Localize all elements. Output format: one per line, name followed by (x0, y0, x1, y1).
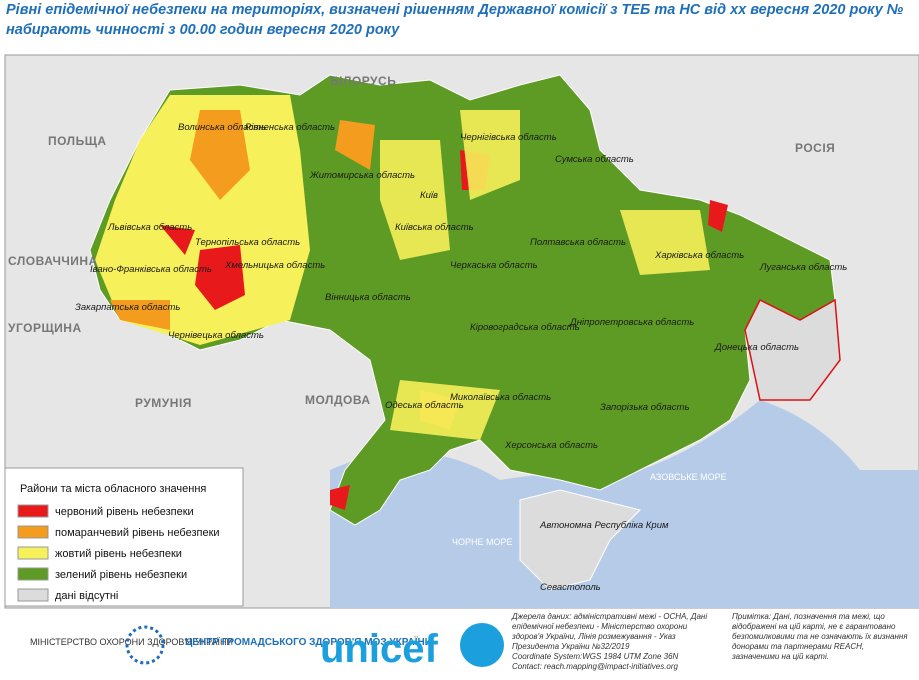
crimea (519, 489, 641, 591)
ministry: МІНІСТЕРСТВО ОХОРОНИ ЗДОРОВ'Я УКРАЇНИ (30, 637, 233, 647)
country-label: СЛОВАЧЧИНА (8, 254, 98, 268)
region-label: Луганська область (759, 262, 847, 273)
legend-label: зелений рівень небезпеки (55, 569, 187, 581)
region-label: Волинська область (178, 122, 266, 133)
legend-label: дані відсутні (55, 590, 118, 602)
region-label: Автономна Республіка Крим (539, 520, 669, 531)
sources: Джерела даних: адміністративні межі - OC… (512, 612, 712, 672)
region-label: Полтавська область (530, 237, 626, 248)
legend-swatch (17, 546, 49, 560)
legend-label: червоний рівень небезпеки (55, 506, 194, 518)
legend-title: Райони та міста обласного значення (20, 483, 206, 495)
region-label: Харківська область (654, 250, 744, 261)
legend-swatch (17, 588, 49, 602)
region-label: Миколаївська область (450, 392, 551, 403)
region-label: Дніпропетровська область (569, 317, 694, 328)
note: Примітка: Дані, позначення та межі, що в… (732, 612, 908, 661)
region-label: Київська область (395, 222, 474, 233)
region-label: Севастополь (540, 582, 601, 593)
occupied-area (744, 298, 841, 401)
region-label: Вінницька область (325, 292, 411, 303)
region-label: Чернігівська область (460, 132, 557, 143)
yellow-areas (380, 110, 710, 440)
region-label: Одеська область (385, 400, 464, 411)
legend-items: червоний рівень небезпеки помаранчевий рі… (17, 504, 220, 602)
sources-text: Джерела даних: адміністративні межі - OC… (512, 612, 708, 651)
country-label: БІЛОРУСЬ (330, 74, 396, 88)
region-label: Запорізька область (600, 402, 689, 413)
region-label: Закарпатська область (75, 302, 180, 313)
region-label: Івано-Франківська область (90, 264, 212, 275)
country-label: РУМУНІЯ (135, 396, 192, 410)
title: набирають чинності з 00.00 годин вересня… (6, 22, 400, 38)
legend-swatch (17, 525, 49, 539)
contact: Contact: reach.mapping@impact-initiative… (512, 662, 678, 671)
region-label: Рівненська область (245, 122, 335, 133)
legend-label: помаранчевий рівень небезпеки (55, 527, 220, 539)
region-label: Тернопільська область (195, 237, 300, 248)
region-label: Хмельницька область (224, 260, 325, 271)
unicef: unicef (320, 627, 438, 671)
center: ЦЕНТР ГРОМАДСЬКОГО ЗДОРОВ'Я МОЗ УКРАЇНИ (185, 635, 432, 648)
region-label: Житомирська область (309, 170, 415, 181)
west-yellow (95, 95, 310, 345)
country-label: РОСІЯ (795, 141, 835, 155)
legend-swatch (17, 567, 49, 581)
country-label: ПОЛЬЩА (48, 134, 107, 148)
region-label: Донецька область (714, 342, 799, 353)
center-logo (125, 625, 165, 665)
legend-label: жовтий рівень небезпеки (55, 548, 182, 560)
sea-label: АЗОВСЬКЕ МОРЕ (650, 472, 727, 482)
region-label: Львівська область (107, 222, 192, 233)
title: Рівні епідемічної небезпеки на територія… (6, 2, 904, 18)
coords: Coordinate System:WGS 1984 UTM Zone 36N (512, 652, 679, 661)
region-label: Київ (420, 190, 438, 201)
unicef-logo (460, 623, 504, 667)
sea-label: ЧОРНЕ МОРЕ (452, 537, 513, 547)
country-label: УГОРЩИНА (8, 321, 82, 335)
region-label: Чернівецька область (168, 330, 264, 341)
region-label: Сумська область (555, 154, 634, 165)
country-label: МОЛДОВА (305, 393, 371, 407)
region-label: Кіровоградська область (470, 322, 580, 333)
region-label: Херсонська область (504, 440, 598, 451)
region-label: Черкаська область (450, 260, 538, 271)
legend-swatch (17, 504, 49, 518)
sea (330, 400, 919, 608)
